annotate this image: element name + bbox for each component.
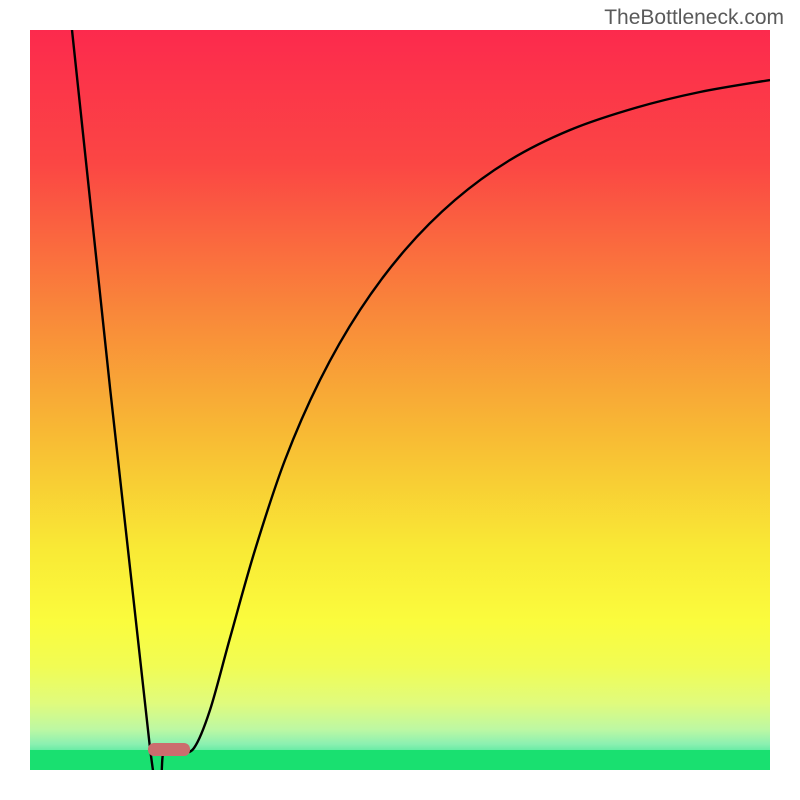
chart-outer-frame: [30, 30, 770, 770]
selection-marker[interactable]: [148, 743, 190, 756]
curve-path: [72, 30, 770, 770]
bottleneck-curve: [30, 30, 770, 770]
watermark-text: TheBottleneck.com: [604, 6, 784, 30]
